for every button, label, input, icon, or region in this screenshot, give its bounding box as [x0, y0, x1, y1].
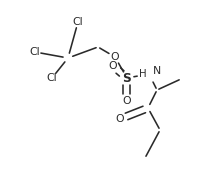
Text: Cl: Cl — [30, 47, 40, 57]
Text: H: H — [139, 69, 147, 79]
Text: N: N — [153, 66, 161, 76]
Text: O: O — [109, 61, 117, 71]
Text: S: S — [123, 71, 131, 84]
Text: Cl: Cl — [47, 73, 57, 83]
Text: O: O — [123, 96, 131, 106]
Text: O: O — [111, 52, 119, 62]
Text: Cl: Cl — [73, 17, 83, 27]
Text: O: O — [116, 114, 124, 124]
